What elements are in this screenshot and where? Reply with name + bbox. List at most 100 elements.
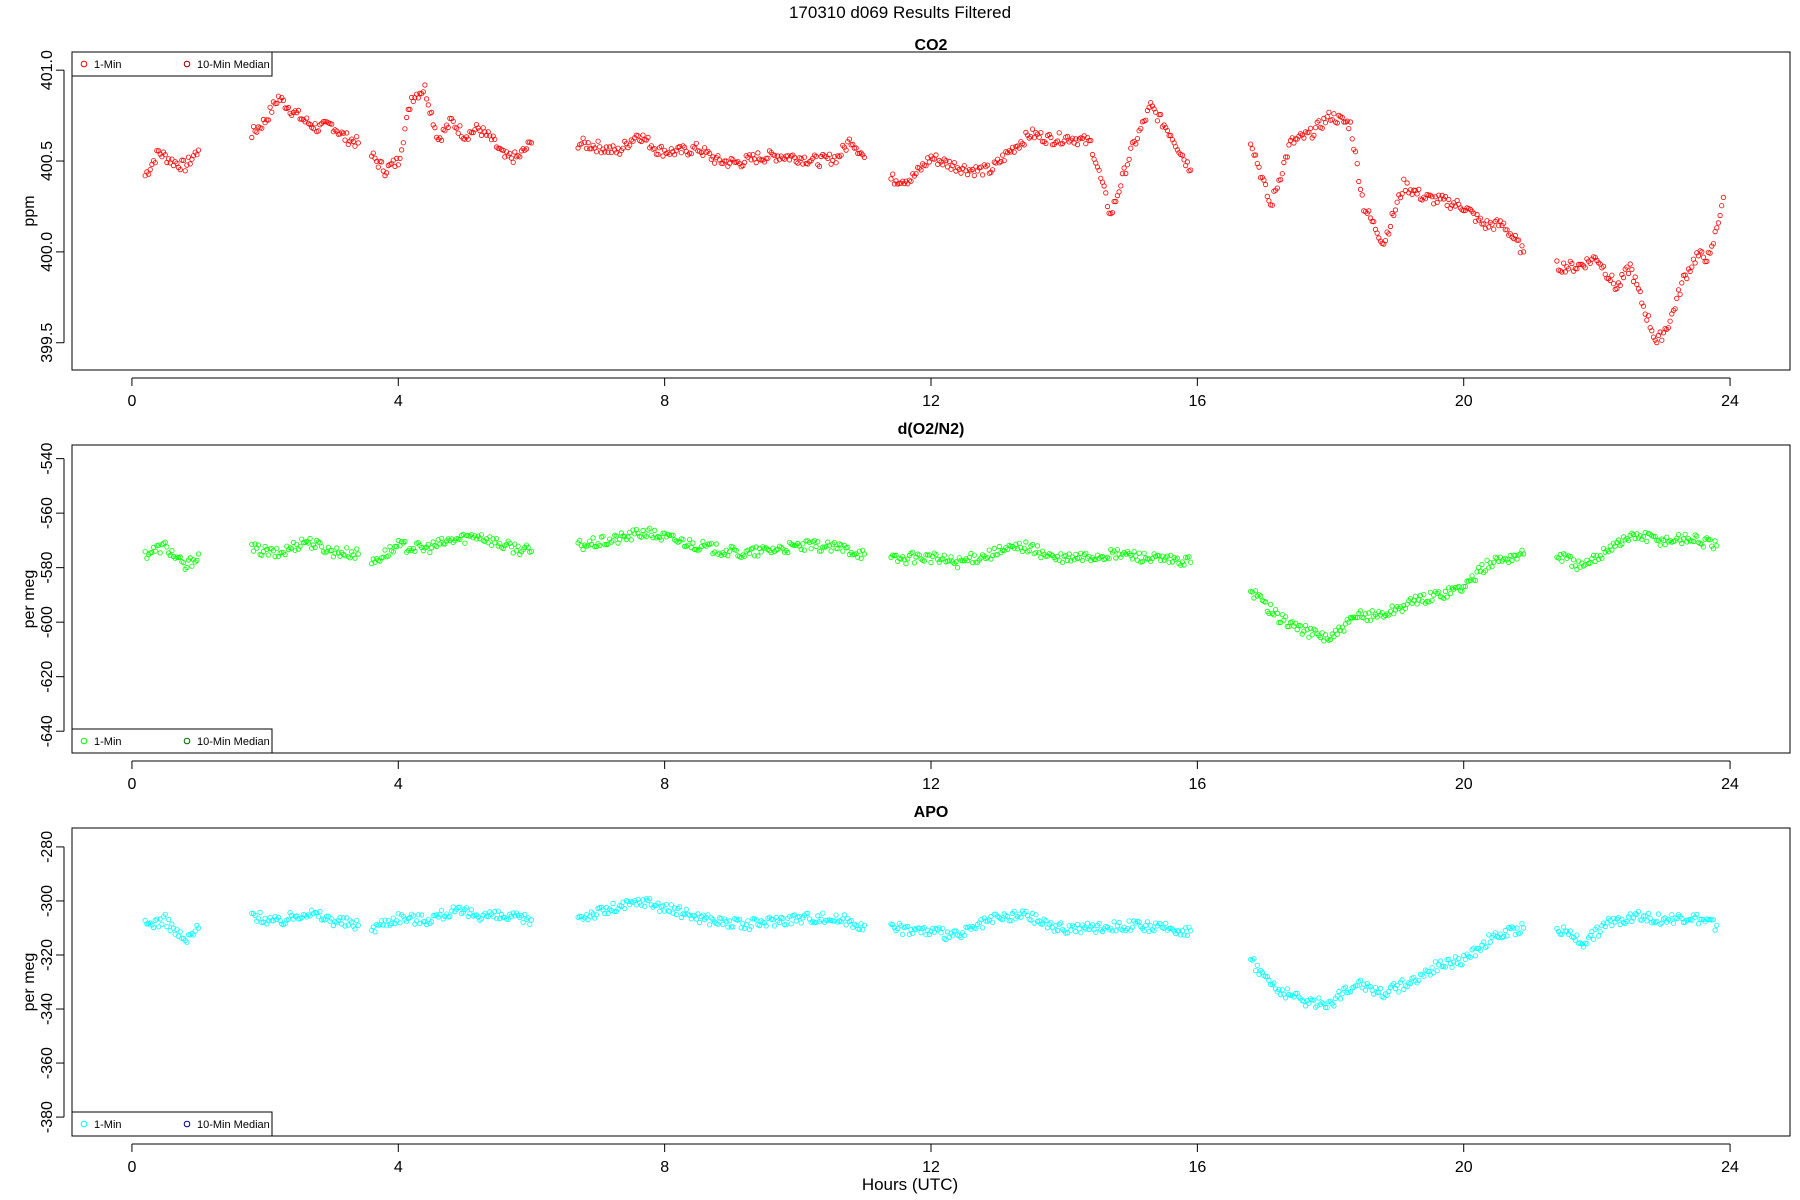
data-point — [1174, 928, 1181, 934]
data-point — [482, 538, 488, 545]
data-point — [725, 924, 731, 930]
data-point — [736, 916, 743, 922]
data-point — [755, 150, 761, 156]
data-point — [350, 923, 356, 929]
data-point — [1481, 569, 1487, 576]
data-point — [334, 920, 340, 926]
data-point — [1064, 930, 1071, 936]
data-point — [1670, 920, 1677, 926]
data-point — [400, 913, 406, 919]
data-point — [297, 116, 303, 122]
data-point — [1396, 605, 1402, 612]
data-point — [721, 551, 728, 558]
data-point — [1654, 537, 1660, 544]
data-point — [1164, 128, 1171, 134]
data-point — [169, 547, 175, 554]
data-point — [1053, 139, 1059, 145]
data-point — [1387, 223, 1394, 230]
data-point — [1421, 973, 1427, 979]
data-point — [1274, 610, 1280, 617]
data-point — [926, 159, 932, 165]
data-point — [590, 535, 596, 541]
x-tick-label: 24 — [1721, 393, 1739, 410]
data-point — [383, 923, 390, 929]
data-point — [1341, 985, 1347, 992]
data-point — [1687, 538, 1693, 544]
data-point — [1066, 139, 1072, 145]
data-point — [1078, 930, 1084, 936]
data-point — [1273, 986, 1279, 992]
data-point — [748, 157, 754, 163]
data-point — [831, 154, 838, 160]
data-point — [475, 533, 481, 539]
y-tick-label: -580 — [39, 552, 56, 584]
data-point — [840, 548, 846, 554]
data-point — [1106, 556, 1112, 562]
data-point — [470, 129, 476, 136]
data-point — [495, 908, 501, 914]
data-point — [1303, 1003, 1309, 1009]
data-point — [437, 541, 443, 547]
data-point — [347, 555, 353, 561]
data-point — [1557, 268, 1563, 274]
data-point — [1574, 932, 1580, 938]
data-point — [1251, 956, 1257, 962]
data-point — [1477, 947, 1484, 953]
data-point — [1361, 981, 1367, 987]
data-point — [1382, 238, 1389, 244]
data-point — [162, 152, 168, 158]
data-point — [1517, 250, 1523, 256]
data-point — [447, 913, 453, 920]
data-point — [450, 118, 456, 124]
data-point — [996, 543, 1002, 550]
data-point — [1559, 269, 1565, 275]
data-point — [1269, 981, 1275, 988]
data-point — [1419, 197, 1425, 203]
data-point — [763, 155, 769, 161]
data-point — [180, 157, 187, 163]
data-point — [1670, 307, 1677, 313]
data-point — [658, 537, 664, 543]
data-point — [670, 910, 676, 916]
x-tick-label: 16 — [1188, 776, 1206, 793]
data-point — [1421, 591, 1427, 598]
data-point — [663, 534, 669, 540]
data-point — [813, 153, 819, 159]
data-point — [1309, 997, 1315, 1003]
data-point — [425, 541, 431, 547]
data-point — [1456, 955, 1462, 962]
data-point — [1071, 924, 1077, 930]
data-point — [1066, 923, 1072, 929]
data-point — [329, 916, 335, 922]
data-point — [1372, 985, 1379, 991]
data-point — [507, 151, 513, 157]
data-point — [911, 560, 918, 566]
data-point — [373, 158, 380, 164]
data-point — [1291, 140, 1297, 146]
data-point — [831, 918, 838, 924]
data-point — [1714, 225, 1720, 231]
x-tick-label: 12 — [922, 393, 940, 410]
data-point — [820, 910, 826, 916]
data-point — [1521, 249, 1527, 255]
data-point — [861, 154, 868, 160]
data-point — [635, 133, 641, 139]
data-point — [525, 139, 531, 145]
data-point — [706, 150, 713, 156]
data-point — [485, 540, 491, 546]
data-point — [427, 549, 433, 556]
data-point — [495, 145, 501, 151]
data-point — [578, 913, 585, 920]
data-point — [1357, 977, 1364, 983]
data-point — [269, 918, 275, 924]
data-point — [1582, 265, 1588, 271]
data-point — [192, 559, 198, 565]
data-point — [1081, 924, 1087, 931]
data-point — [428, 545, 435, 551]
data-point — [1444, 594, 1450, 600]
data-point — [455, 904, 461, 911]
data-point — [164, 544, 170, 550]
data-point — [903, 178, 909, 184]
data-point — [743, 153, 749, 159]
data-point — [1264, 193, 1270, 199]
